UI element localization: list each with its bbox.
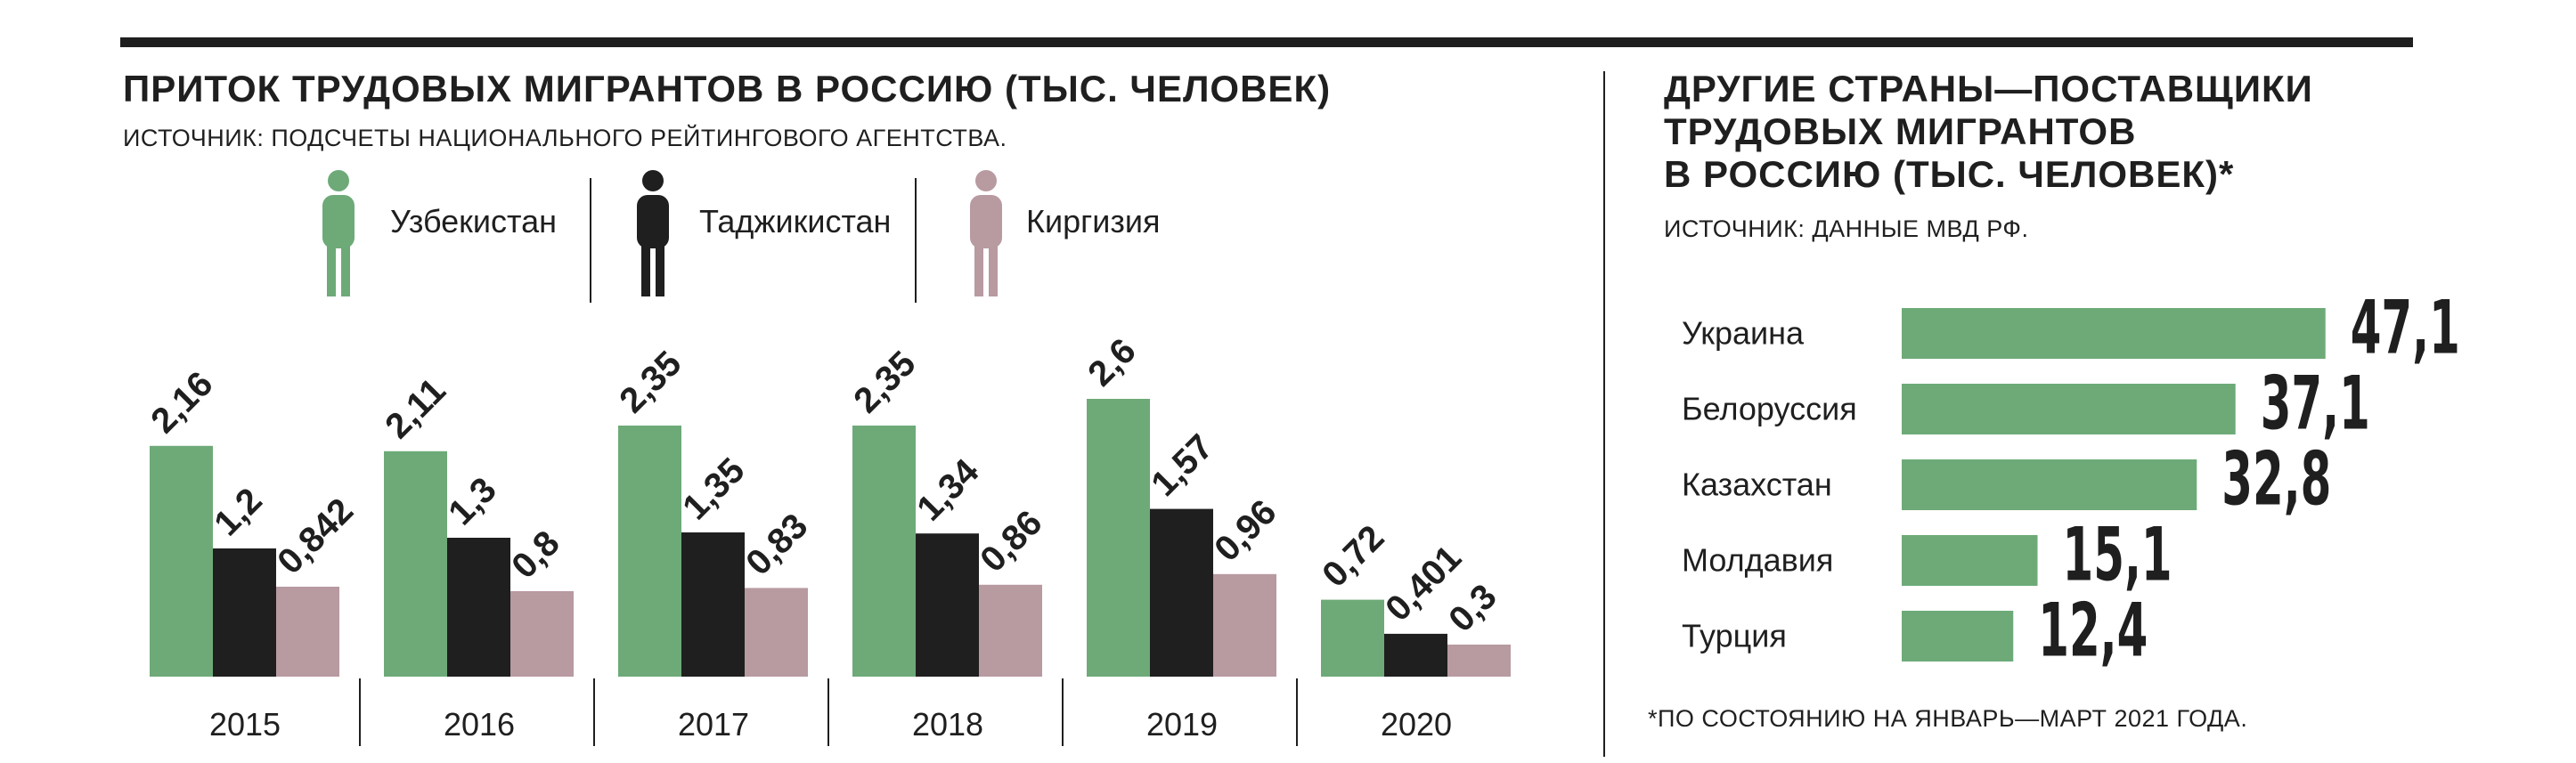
vertical-bar-chart: 2,161,2 0,84220152,111,30,820162,351,350,…: [143, 331, 1511, 746]
year-separator: [1062, 678, 1064, 746]
bar: [1902, 384, 2236, 434]
data-label: 32,8: [2221, 436, 2331, 523]
bar: [384, 450, 447, 677]
bar: [1087, 399, 1150, 677]
bar: [510, 591, 574, 677]
bar: [1447, 645, 1511, 677]
bar: [150, 445, 213, 677]
legend-separator: [590, 178, 591, 303]
person-icon: [637, 170, 669, 296]
y-category-label: Белоруссия: [1682, 391, 1857, 427]
data-label: 12,4: [2038, 588, 2148, 674]
bar: [213, 548, 276, 677]
bar: [1902, 459, 2197, 510]
bar: [979, 584, 1042, 677]
x-tick-label: 2020: [1381, 706, 1452, 743]
year-separator: [359, 678, 361, 746]
x-tick-label: 2016: [444, 706, 515, 743]
bar: [1384, 633, 1447, 677]
data-label: 47,1: [2351, 285, 2460, 371]
right-title-line: ТРУДОВЫХ МИГРАНТОВ: [1664, 110, 2137, 152]
legend-label: Узбекистан: [390, 203, 558, 239]
footnote: *ПО СОСТОЯНИЮ НА ЯНВАРЬ—МАРТ 2021 ГОДА.: [1648, 705, 2248, 732]
bar: [276, 586, 339, 677]
bar: [1150, 508, 1213, 677]
legend-label: Киргизия: [1026, 203, 1161, 239]
legend-separator: [915, 178, 917, 303]
bar: [447, 538, 510, 677]
top-rule: [120, 37, 2413, 47]
data-label: 15,1: [2063, 512, 2172, 598]
left-chart-source: ИСТОЧНИК: ПОДСЧЕТЫ НАЦИОНАЛЬНОГО РЕЙТИНГ…: [123, 125, 1007, 151]
person-icon: [970, 170, 1002, 296]
y-category-label: Турция: [1682, 618, 1787, 654]
bar: [1213, 573, 1276, 677]
year-separator: [593, 678, 595, 746]
legend-label: Таджикистан: [699, 203, 892, 239]
year-separator: [1296, 678, 1298, 746]
right-chart-title: ДРУГИЕ СТРАНЫ—ПОСТАВЩИКИ ТРУДОВЫХ МИГРАН…: [1664, 68, 2313, 196]
data-label: 37,1: [2261, 361, 2370, 447]
x-tick-label: 2017: [678, 706, 749, 743]
y-category-label: Украина: [1682, 315, 1805, 352]
right-chart-source: ИСТОЧНИК: ДАННЫЕ МВД РФ.: [1664, 215, 2029, 242]
bar: [1902, 308, 2326, 359]
y-category-label: Молдавия: [1682, 542, 1833, 579]
bar: [745, 588, 808, 677]
left-chart-title: ПРИТОК ТРУДОВЫХ МИГРАНТОВ В РОССИЮ (ТЫС.…: [123, 68, 1332, 110]
x-tick-label: 2018: [912, 706, 983, 743]
bar: [1902, 611, 2014, 662]
bar: [1321, 599, 1384, 677]
panel-divider: [1603, 71, 1605, 757]
bar: [618, 426, 681, 677]
bar: [852, 426, 916, 677]
right-title-line: ДРУГИЕ СТРАНЫ—ПОСТАВЩИКИ: [1664, 68, 2313, 110]
bar: [1902, 535, 2038, 586]
year-separator: [827, 678, 829, 746]
y-category-label: Казахстан: [1682, 467, 1832, 503]
right-title-line: В РОССИЮ (ТЫС. ЧЕЛОВЕК)*: [1664, 153, 2235, 195]
bar: [916, 533, 979, 677]
bar: [681, 532, 745, 677]
x-tick-label: 2019: [1146, 706, 1218, 743]
person-icon: [322, 170, 355, 296]
x-tick-label: 2015: [209, 706, 281, 743]
